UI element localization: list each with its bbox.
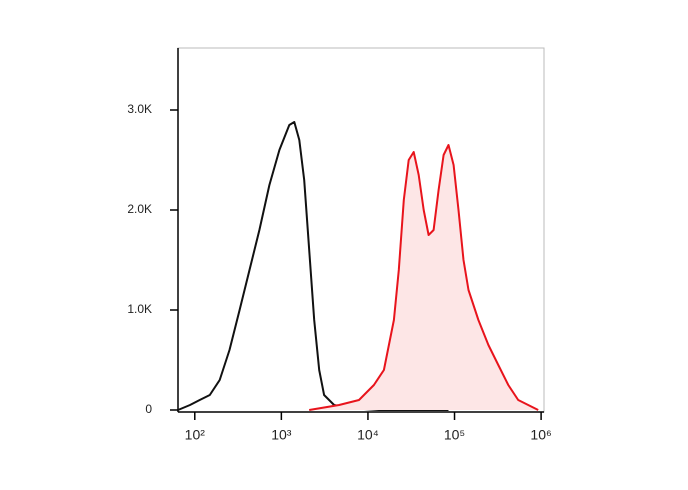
y-tick-label: 2.0K xyxy=(127,202,152,216)
histogram-line xyxy=(177,121,449,411)
x-tick-label: 10⁴ xyxy=(357,427,379,443)
x-tick-label: 10³ xyxy=(271,427,292,443)
histogram-line xyxy=(309,144,539,411)
area-fill xyxy=(309,145,539,410)
y-tick-label: 3.0K xyxy=(127,102,152,116)
x-tick-label: 10⁵ xyxy=(444,427,465,443)
x-tick-label: 10⁶ xyxy=(530,427,551,443)
y-tick-label: 1.0K xyxy=(127,302,152,316)
y-tick-label: 0 xyxy=(145,402,152,416)
x-tick-label: 10² xyxy=(185,427,206,443)
